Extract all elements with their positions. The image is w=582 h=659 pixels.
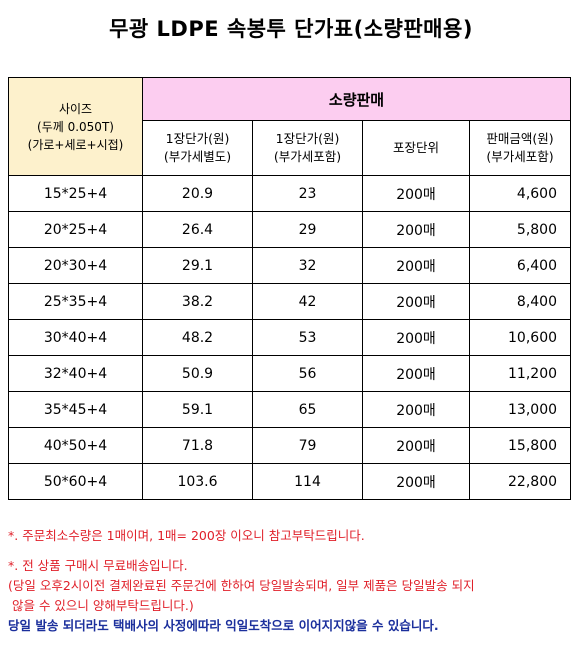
pack-unit-cell: 200매 [362,247,470,284]
sale-amount-cell: 4,600 [468,175,572,212]
table-row: 30*40+4 48.2 53 200매 10,600 [8,319,572,356]
size-cell: 40*50+4 [8,427,143,464]
note-minimum-order: *. 주문최소수량은 1매이며, 1매= 200장 이오니 참고부탁드립니다. [8,528,365,543]
size-cell: 20*30+4 [8,247,143,284]
notes: *. 주문최소수량은 1매이며, 1매= 200장 이오니 참고부탁드립니다. … [8,526,578,636]
sale-amount-cell: 13,000 [468,391,572,428]
sale-amount-header: 판매금액(원) (부가세포함) [468,120,572,176]
pack-unit-cell: 200매 [362,463,470,500]
header-line: (부가세별도) [163,149,232,165]
header-line: (부가세포함) [486,149,554,165]
pack-unit-cell: 200매 [362,319,470,356]
header-line: 판매금액(원) [486,131,554,147]
unit-price-ex-vat-cell: 59.1 [142,391,253,428]
note-courier: 당일 발송 되더라도 택배사의 사정에따라 익일도착으로 이어지지않을 수 있습… [8,618,439,633]
header-line: 포장단위 [392,140,439,156]
table-row: 50*60+4 103.6 114 200매 22,800 [8,463,572,500]
note-same-day: (당일 오후2시이전 결제완료된 주문건에 한하여 당일발송되며, 일부 제품은… [8,578,475,593]
sale-amount-cell: 5,800 [468,211,572,248]
size-cell: 32*40+4 [8,355,143,392]
header-line: 1장단가(원) [165,131,230,147]
unit-price-inc-vat-cell: 42 [252,283,363,320]
note-free-shipping: *. 전 상품 구매시 무료배송입니다. [8,558,188,573]
unit-price-ex-vat-header: 1장단가(원) (부가세별도) [142,120,253,176]
pack-unit-header: 포장단위 [362,120,470,176]
unit-price-inc-vat-cell: 114 [252,463,363,500]
size-cell: 25*35+4 [8,283,143,320]
size-cell: 15*25+4 [8,175,143,212]
unit-price-ex-vat-cell: 50.9 [142,355,253,392]
header-line: (부가세포함) [273,149,342,165]
pack-unit-cell: 200매 [362,175,470,212]
table-row: 32*40+4 50.9 56 200매 11,200 [8,355,572,392]
unit-price-ex-vat-cell: 103.6 [142,463,253,500]
pack-unit-cell: 200매 [362,355,470,392]
size-cell: 30*40+4 [8,319,143,356]
pack-unit-cell: 200매 [362,211,470,248]
unit-price-ex-vat-cell: 26.4 [142,211,253,248]
table-row: 20*30+4 29.1 32 200매 6,400 [8,247,572,284]
sale-amount-cell: 8,400 [468,283,572,320]
size-cell: 50*60+4 [8,463,143,500]
pack-unit-cell: 200매 [362,391,470,428]
table-row: 35*45+4 59.1 65 200매 13,000 [8,391,572,428]
table-row: 40*50+4 71.8 79 200매 15,800 [8,427,572,464]
sale-amount-cell: 10,600 [468,319,572,356]
unit-price-inc-vat-cell: 23 [252,175,363,212]
price-table: 사이즈 (두께 0.050T) (가로+세로+시접) 소량판매 1장단가(원) … [8,76,572,500]
unit-price-ex-vat-cell: 48.2 [142,319,253,356]
sale-amount-cell: 6,400 [468,247,572,284]
note-same-day-cont: 않을 수 있으니 양해부탁드립니다.) [8,598,194,613]
unit-price-inc-vat-cell: 56 [252,355,363,392]
sale-amount-cell: 22,800 [468,463,572,500]
unit-price-inc-vat-cell: 53 [252,319,363,356]
page-title: 무광 LDPE 속봉투 단가표(소량판매용) [109,17,473,41]
unit-price-inc-vat-cell: 29 [252,211,363,248]
dimension-note: (가로+세로+시접) [27,137,124,152]
unit-price-inc-vat-cell: 65 [252,391,363,428]
sale-amount-cell: 11,200 [468,355,572,392]
size-header-label: 사이즈 [58,101,93,116]
table-row: 25*35+4 38.2 42 200매 8,400 [8,283,572,320]
group-header: 소량판매 [141,76,572,122]
size-column-header: 사이즈 (두께 0.050T) (가로+세로+시접) [8,77,143,176]
unit-price-ex-vat-cell: 20.9 [142,175,253,212]
unit-price-inc-vat-cell: 79 [252,427,363,464]
table-row: 15*25+4 20.9 23 200매 4,600 [8,175,572,212]
size-cell: 35*45+4 [8,391,143,428]
unit-price-ex-vat-cell: 29.1 [142,247,253,284]
pack-unit-cell: 200매 [362,283,470,320]
unit-price-inc-vat-cell: 32 [252,247,363,284]
sale-amount-cell: 15,800 [468,427,572,464]
size-cell: 20*25+4 [8,211,143,248]
table-row: 20*25+4 26.4 29 200매 5,800 [8,211,572,248]
thickness-label: (두께 0.050T) [37,119,114,134]
header-line: 1장단가(원) [275,131,340,147]
unit-price-inc-vat-header: 1장단가(원) (부가세포함) [252,120,363,176]
unit-price-ex-vat-cell: 71.8 [142,427,253,464]
unit-price-ex-vat-cell: 38.2 [142,283,253,320]
pack-unit-cell: 200매 [362,427,470,464]
